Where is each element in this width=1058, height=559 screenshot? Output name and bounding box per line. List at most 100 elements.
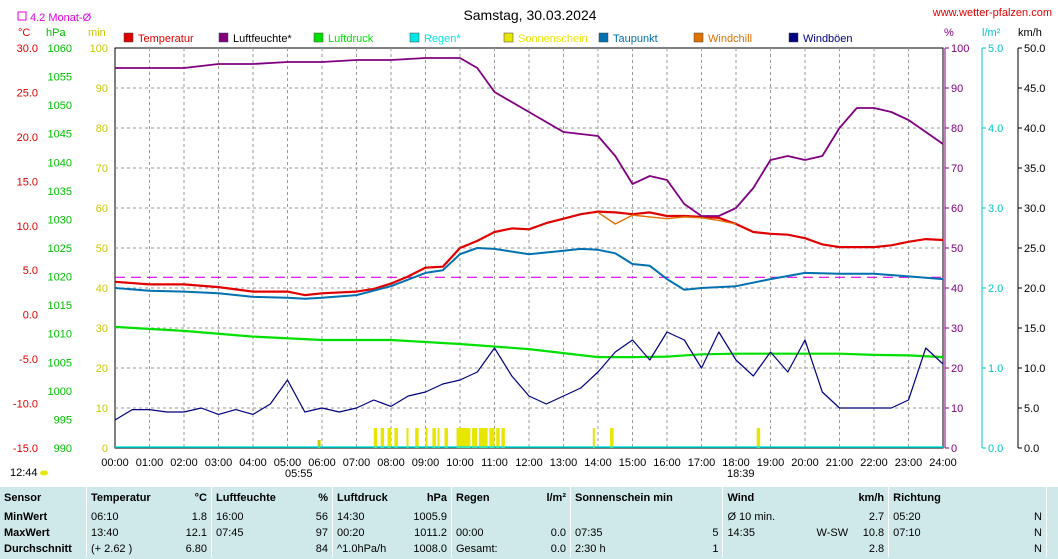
time-tick: 03:00	[205, 457, 233, 469]
series-line-luftfeuchte	[115, 57, 944, 217]
sunshine-bar	[406, 428, 409, 448]
time-tick: 01:00	[136, 457, 164, 469]
series-lines	[114, 57, 944, 448]
stats-cell: ^1.0hPa/h	[332, 541, 403, 557]
rain-tick: 4.0	[988, 123, 1003, 135]
sun-tick: 90	[96, 83, 108, 95]
pressure-tick: 1055	[48, 72, 72, 84]
sun-tick: 80	[96, 123, 108, 135]
stats-cell: 5	[712, 527, 719, 539]
sun-tick: 70	[96, 163, 108, 175]
humidity-tick: 90	[951, 83, 963, 95]
stats-row-min: MinWert 06:10 1.8 16:00 56 14:30 1005.9 …	[0, 509, 1058, 525]
stats-row-label: Durchschnitt	[4, 543, 72, 555]
time-tick: 12:00	[515, 457, 543, 469]
sun-tick: 40	[96, 283, 108, 295]
sunshine-bar	[489, 428, 495, 448]
sunshine-bar	[437, 428, 440, 448]
stats-cell: N	[1034, 543, 1042, 555]
sunshine-bar	[496, 428, 500, 448]
stats-cell: 00:20	[332, 525, 403, 541]
time-tick: 13:00	[550, 457, 578, 469]
stats-cell: 1	[712, 543, 719, 555]
marker-label-sunrise: 05:55	[285, 468, 313, 480]
marker-label-left: 12:44	[10, 467, 38, 479]
weather-chart: Samstag, 30.03.2024 www.wetter-pfalzen.c…	[10, 7, 1052, 480]
series-line-windböen	[114, 331, 944, 421]
stats-cell: 56	[315, 511, 328, 523]
stats-cell: 2.7	[868, 511, 885, 523]
sun-icon	[40, 470, 48, 476]
stats-cell	[888, 541, 997, 557]
marker-label-sunset: 18:39	[727, 468, 755, 480]
stats-header-pressure: Luftdruck	[332, 487, 403, 509]
stats-panel: Sensor Temperatur °C Luftfeuchte % Luftd…	[0, 487, 1058, 559]
stats-cell: (+ 2.62 )	[86, 541, 175, 557]
legend-label: Windböen	[803, 33, 853, 45]
stats-header-rain: Regen	[451, 487, 520, 509]
time-tick: 10:00	[446, 457, 474, 469]
pressure-tick: 1045	[48, 129, 72, 141]
stats-header-sensor: Sensor	[4, 492, 42, 504]
stats-header-temp: Temperatur	[86, 487, 175, 509]
stats-cell: 6.80	[185, 543, 207, 555]
stats-cell	[570, 509, 682, 525]
stats-cell	[1045, 541, 1058, 557]
pressure-tick: 1025	[48, 243, 72, 255]
time-tick: 04:00	[239, 457, 267, 469]
pressure-tick: 1050	[48, 100, 72, 112]
stats-cell: 07:10	[888, 525, 997, 541]
pressure-tick: 990	[54, 443, 72, 455]
sunshine-bar	[444, 428, 448, 448]
time-tick: 02:00	[170, 457, 198, 469]
temp-tick: 30.0	[17, 43, 38, 55]
stats-cell: 97	[315, 527, 328, 539]
stats-cell: N	[1034, 527, 1042, 539]
stats-cell: 1011.2	[414, 527, 447, 539]
series-line-luftdruck	[114, 325, 944, 359]
rain-tick: 1.0	[988, 363, 1003, 375]
stats-header-humidity-unit: %	[318, 492, 328, 504]
pressure-unit: hPa	[46, 27, 66, 39]
sunshine-bar	[610, 428, 614, 448]
wind-tick: 40.0	[1024, 123, 1045, 135]
time-tick: 11:00	[481, 457, 508, 469]
sunshine-bar	[756, 428, 761, 448]
time-tick: 22:00	[860, 457, 888, 469]
stats-cell	[451, 509, 520, 525]
wind-tick: 50.0	[1024, 43, 1045, 55]
stats-cell	[799, 509, 852, 525]
time-tick: 00:00	[101, 457, 129, 469]
temp-tick: 0.0	[23, 310, 38, 322]
pressure-tick: 1040	[48, 157, 72, 169]
time-tick: 24:00	[929, 457, 957, 469]
sun-tick: 30	[96, 323, 108, 335]
pressure-tick: 1005	[48, 357, 72, 369]
sun-tick: 0	[102, 443, 108, 455]
stats-row-label: MinWert	[4, 511, 48, 523]
stats-row-max: MaxWert 13:40 12.1 07:45 97 00:20 1011.2…	[0, 525, 1058, 541]
rain-tick: 0.0	[988, 443, 1003, 455]
stats-cell: 10.8	[862, 527, 885, 539]
pressure-tick: 1010	[48, 329, 72, 341]
time-tick: 08:00	[377, 457, 405, 469]
chart-axes: 30.0 25.0 20.0 15.0 10.0 5.0 0.0 -5.0 -10.0 -15.0…	[13, 43, 1045, 476]
humidity-tick: 60	[951, 203, 963, 215]
legend-swatch	[313, 32, 324, 43]
stats-header-rain-unit: l/m²	[546, 492, 566, 504]
sun-tick: 50	[96, 243, 108, 255]
sunshine-bar	[432, 428, 436, 448]
site-link[interactable]: www.wetter-pfalzen.com	[932, 7, 1052, 19]
sun-tick: 10	[96, 403, 108, 415]
sunshine-bar	[394, 428, 398, 448]
rain-unit: l/m²	[982, 27, 1001, 39]
series-line-windchill	[597, 211, 737, 225]
stats-cell: 05:20	[888, 509, 997, 525]
wind-tick: 30.0	[1024, 203, 1045, 215]
sun-tick: 60	[96, 203, 108, 215]
stats-cell	[1045, 509, 1058, 525]
series-line-taupunkt	[114, 247, 944, 300]
series-line-temperatur	[114, 210, 944, 297]
stats-cell: 14:35	[722, 525, 799, 541]
